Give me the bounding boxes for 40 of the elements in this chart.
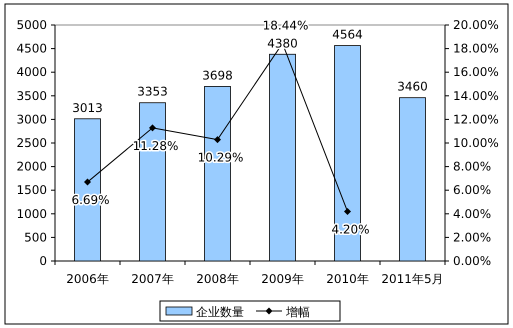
legend-label: 增幅: [285, 305, 310, 319]
y2-tick-label: 2.00%: [453, 230, 492, 244]
y2-tick-label: 0.00%: [453, 254, 492, 268]
point: [344, 208, 351, 215]
data-label: 4564: [332, 28, 363, 42]
y2-tick-label: 14.00%: [453, 88, 499, 103]
data-label: 18.44%: [262, 18, 308, 32]
point: [214, 136, 221, 144]
data-label: 3013: [72, 100, 103, 115]
y-tick-label: 500: [24, 230, 47, 244]
y-tick-label: 2500: [16, 136, 47, 150]
data-label: 3460: [397, 80, 428, 94]
y2-tick-label: 6.00%: [453, 183, 492, 198]
x-tick-label: 2011年5月: [381, 272, 444, 286]
y-tick-label: 1500: [16, 183, 47, 198]
y-tick-label: 1000: [16, 206, 47, 221]
y2-tick-label: 18.00%: [453, 42, 499, 56]
y2-tick-label: 16.00%: [453, 65, 499, 80]
y-tick-label: 5000: [16, 18, 47, 32]
y-tick-label: 0: [39, 254, 47, 268]
legend-label: 企业数量: [196, 305, 244, 319]
y2-tick-label: 8.00%: [453, 160, 492, 174]
y-tick-label: 4500: [16, 42, 47, 56]
x-tick-label: 2010年: [326, 272, 369, 286]
y2-tick-label: 10.00%: [453, 136, 499, 150]
x-tick-label: 2006年: [66, 272, 109, 286]
x-tick-label: 2009年: [261, 272, 304, 286]
y-tick-label: 3500: [16, 88, 47, 103]
data-label: 3353: [137, 84, 168, 99]
y-tick-label: 4000: [16, 65, 47, 80]
data-label: 3698: [202, 68, 233, 82]
y2-tick-label: 4.00%: [453, 206, 492, 221]
y-tick-label: 2000: [16, 160, 47, 174]
y2-tick-label: 12.00%: [453, 112, 499, 126]
y-tick-label: 3000: [16, 112, 47, 126]
point: [149, 124, 156, 132]
x-tick-label: 2007年: [131, 272, 174, 286]
y2-tick-label: 20.00%: [453, 18, 499, 32]
x-tick-label: 2008年: [196, 272, 239, 286]
point: [84, 178, 91, 186]
